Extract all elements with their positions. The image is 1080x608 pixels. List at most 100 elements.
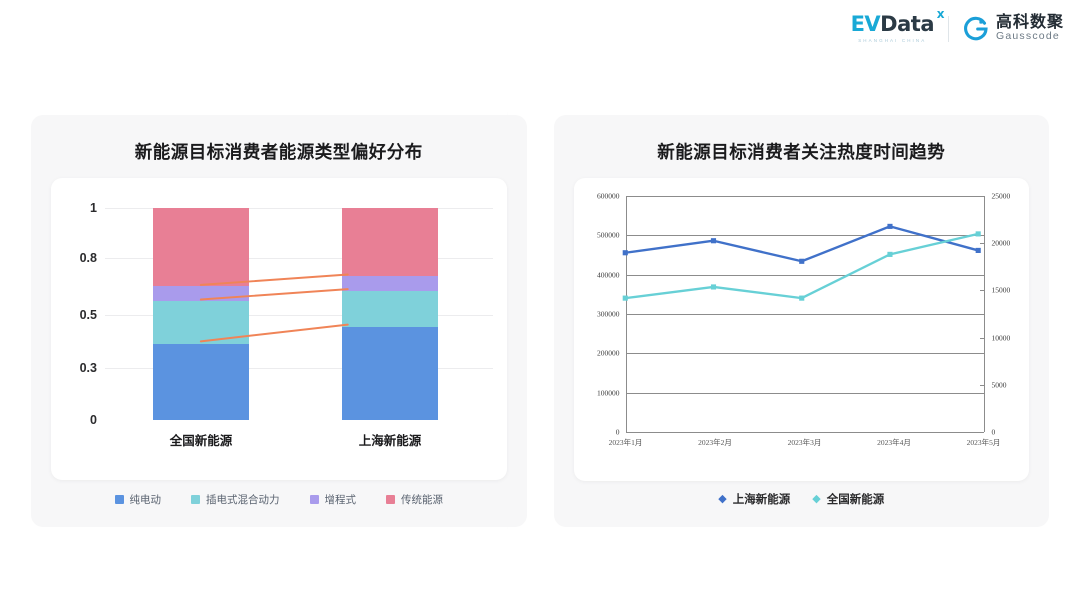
gausscode-mark-icon [964,16,988,40]
stacked-bar[interactable] [153,208,249,420]
right-axis-tick [979,432,984,433]
bar-segment[interactable] [153,343,249,420]
evdata-superscript: x [936,7,945,21]
line-data-point[interactable] [622,295,628,301]
legend-diamond-icon: ◆ [718,492,727,505]
left-y-tick-label: 200000 [597,348,620,358]
evdata-prefix: EV [850,12,881,36]
bar-gridline [105,315,493,316]
line-x-tick-label: 2023年3月 [787,438,822,447]
legend-swatch-icon [191,495,200,504]
bar-segment[interactable] [153,301,249,344]
stacked-bar-chart: 1 0.8 0.5 0.3 0 全国新能源 上海新能源 [51,178,507,480]
line-data-point[interactable] [975,231,981,237]
bar-segment[interactable] [342,208,438,276]
left-y-tick-label: 500000 [597,230,620,240]
right-axis-tick [979,196,984,197]
right-axis-tick [979,337,984,339]
evdata-wordmark: EVData x [850,8,945,36]
legend-swatch-icon [309,495,319,504]
bar-y-tick-label: 0.8 [79,251,97,265]
line-x-tick-label: 2023年4月 [877,438,911,447]
right-axis-tick [979,384,984,386]
line-legend-label: 上海新能源 [732,494,791,506]
right-y-tick-label: 20000 [991,238,1011,248]
left-y-tick-label: 400000 [597,270,620,280]
bar-gridline [105,258,493,259]
line-x-tick-label: 2023年2月 [698,438,732,447]
left-chart-title: 新能源目标消费者能源类型偏好分布 [134,142,423,162]
bar-legend-label: 增程式 [324,494,357,506]
charts-container: 新能源目标消费者能源类型偏好分布 1 0.8 0.5 0.3 0 全国新能源 上海新能源 纯… [31,115,1049,527]
bar-x-tick-label: 全国新能源 [169,434,233,448]
line-series-path [623,232,979,300]
line-gridline [625,274,984,276]
right-y-tick-label: 15000 [991,285,1011,295]
line-data-point[interactable] [622,250,628,256]
brand-divider [947,15,949,42]
legend-diamond-icon: ◆ [812,492,821,505]
legend-swatch-icon [114,495,124,504]
line-gridline [625,392,984,394]
energy-preference-card: 新能源目标消费者能源类型偏好分布 1 0.8 0.5 0.3 0 全国新能源 上海新能源 纯… [31,115,527,527]
bar-y-tick-label: 1 [90,201,97,215]
evdata-suffix: Data [880,12,934,36]
bar-legend-item[interactable]: 传统能源 [386,492,443,507]
right-axis-line [983,196,985,432]
bar-segment[interactable] [153,286,249,302]
line-data-point[interactable] [798,258,804,264]
line-data-point[interactable] [798,295,804,301]
left-y-tick-label: 600000 [597,191,620,201]
evdata-logo: EVData x SHANGHAI CHINA [850,8,945,43]
bar-chart-legend: 纯电动 插电式混合动力 增程式 传统能源 [51,492,507,507]
bar-legend-item[interactable]: 纯电动 [114,492,162,507]
line-chart-legend: ◆ 上海新能源 ◆ 全国新能源 [574,491,1030,507]
evdata-tagline: SHANGHAI CHINA [858,38,927,43]
right-y-tick-label: 10000 [991,333,1011,343]
gausscode-logo: 高科数聚 Gausscode [963,13,1064,43]
right-axis-tick [979,243,984,245]
bar-legend-item[interactable]: 增程式 [309,492,357,507]
bar-legend-label: 插电式混合动力 [206,494,280,506]
bar-x-tick-label: 上海新能源 [358,434,422,448]
dual-axis-line-chart: 0 100000 200000 300000 400000 500000 600000 0 50… [574,178,1030,481]
line-data-point[interactable] [886,223,893,229]
line-data-point[interactable] [710,238,716,244]
legend-swatch-icon [386,495,395,504]
line-data-point[interactable] [710,284,716,290]
bar-segment[interactable] [342,275,438,291]
right-y-tick-label: 5000 [991,380,1007,390]
stacked-bar[interactable] [342,208,438,420]
brand-header: EVData x SHANGHAI CHINA 高科数聚 Gausscode [850,8,1064,43]
right-y-tick-label: 25000 [991,191,1011,201]
line-data-point[interactable] [886,251,893,257]
line-legend-item[interactable]: ◆ 全国新能源 [812,491,884,507]
gausscode-text: 高科数聚 Gausscode [995,13,1064,43]
left-plot-surface: 1 0.8 0.5 0.3 0 全国新能源 上海新能源 [51,178,507,480]
bar-legend-label: 纯电动 [129,494,162,506]
line-gridline [625,235,984,237]
bar-legend-label: 传统能源 [401,494,443,506]
line-legend-item[interactable]: ◆ 上海新能源 [718,491,790,507]
bar-legend-item[interactable]: 插电式混合动力 [191,492,280,507]
right-chart-title: 新能源目标消费者关注热度时间趋势 [657,142,946,162]
left-y-tick-label: 0 [615,427,620,437]
bar-segment[interactable] [153,208,249,287]
bar-connector-lines [199,273,349,343]
right-plot-surface: 0 100000 200000 300000 400000 500000 600000 0 50… [573,178,1030,481]
bar-gridline [105,208,493,209]
bar-segment[interactable] [342,290,438,327]
line-gridline [625,196,984,197]
gausscode-cn: 高科数聚 [995,13,1064,31]
left-y-tick-label: 100000 [597,388,620,398]
line-x-tick-label: 2023年5月 [966,438,1001,447]
line-gridline [625,353,984,355]
line-data-point[interactable] [975,247,981,253]
bar-y-tick-label: 0.3 [79,361,97,375]
gausscode-en: Gausscode [995,30,1060,43]
bar-gridline [105,368,493,369]
line-gridline [625,432,984,433]
line-x-tick-label: 2023年1月 [608,438,643,447]
bar-segment[interactable] [342,326,438,420]
left-axis-line [625,196,627,432]
